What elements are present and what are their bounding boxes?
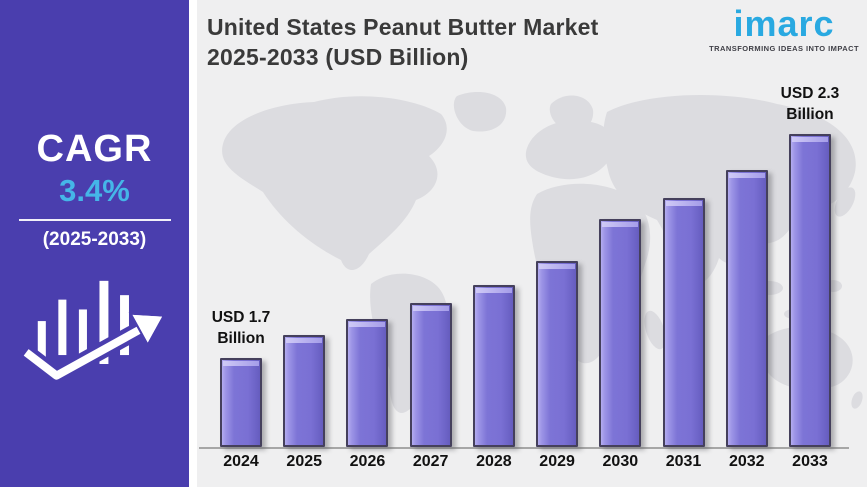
x-tick-label: 2029 [539, 453, 575, 470]
title-line-2: 2025-2033 (USD Billion) [207, 44, 469, 70]
bar-2031 [662, 198, 705, 447]
imarc-logo: imarc TRANSFORMING IDEAS INTO IMPACT [709, 3, 859, 54]
bar-chart: USD 1.7 Billion 2024 2025 2026 2027 2028 2029 20… [212, 85, 840, 470]
bar-column: 2026 [345, 319, 389, 470]
x-tick-label: 2033 [792, 453, 828, 470]
x-tick-label: 2025 [286, 453, 323, 470]
bar-2029 [536, 261, 579, 447]
x-tick-label: 2031 [665, 453, 702, 470]
bar-column: 2027 [409, 303, 453, 470]
bar-column: USD 1.7 Billion 2024 [212, 309, 271, 470]
cagr-value: 3.4% [59, 172, 130, 208]
x-tick-label: 2024 [223, 453, 259, 470]
bar-2033 [788, 134, 831, 447]
bar-column: 2025 [282, 335, 326, 470]
bar-column: USD 2.3 Billion 2033 [781, 85, 840, 470]
bar-value-label: USD 1.7 Billion [211, 308, 271, 348]
cagr-sidebar: CAGR 3.4% (2025-2033) [0, 0, 189, 487]
bar-2025 [283, 335, 326, 447]
bar-value-label: USD 2.3 Billion [780, 84, 840, 124]
bar-2026 [346, 319, 389, 447]
x-axis [199, 447, 849, 449]
chart-panel: United States Peanut Butter Market 2025-… [197, 0, 867, 487]
bar-column: 2032 [725, 170, 769, 470]
imarc-logo-text: imarc [733, 3, 835, 44]
x-tick-label: 2027 [412, 453, 449, 470]
bar-2024 [220, 358, 262, 447]
bar-column: 2030 [598, 219, 642, 470]
cagr-period: (2025-2033) [42, 228, 147, 250]
bar-column: 2031 [662, 198, 706, 470]
bar-2030 [599, 219, 642, 447]
imarc-logo-tagline: TRANSFORMING IDEAS INTO IMPACT [709, 44, 859, 53]
growth-chart-icon [20, 280, 166, 385]
bar-column: 2028 [472, 285, 516, 470]
x-tick-label: 2026 [349, 453, 386, 470]
bar-column: 2029 [535, 261, 579, 470]
divider [18, 218, 171, 221]
title-line-1: United States Peanut Butter Market [207, 14, 599, 40]
bar-2028 [472, 285, 515, 447]
x-tick-label: 2030 [602, 453, 639, 470]
x-tick-label: 2032 [728, 453, 765, 470]
bar-2032 [725, 170, 768, 447]
page-title: United States Peanut Butter Market 2025-… [207, 12, 599, 72]
cagr-label: CAGR [36, 128, 153, 170]
bar-2027 [409, 303, 452, 447]
x-tick-label: 2028 [476, 453, 512, 470]
